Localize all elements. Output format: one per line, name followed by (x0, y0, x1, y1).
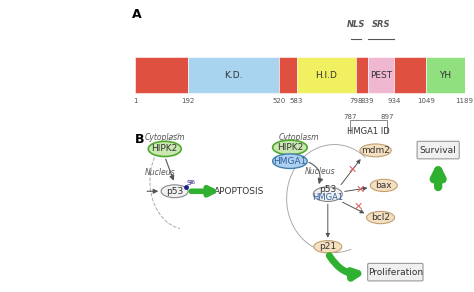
Text: HIPK2: HIPK2 (152, 145, 178, 153)
Text: ✕: ✕ (354, 201, 363, 211)
Ellipse shape (360, 144, 391, 157)
Bar (188, 57, 279, 93)
Ellipse shape (161, 185, 188, 198)
Ellipse shape (273, 140, 307, 155)
Text: HMGA1: HMGA1 (312, 194, 343, 202)
Text: Cytoplasm: Cytoplasm (278, 133, 319, 142)
Text: 583: 583 (290, 98, 303, 104)
Ellipse shape (370, 179, 397, 192)
Text: 1: 1 (133, 98, 137, 104)
Text: 839: 839 (361, 98, 374, 104)
Text: APOPTOSIS: APOPTOSIS (214, 187, 264, 196)
Text: ✕: ✕ (348, 164, 357, 174)
Bar (367, 57, 394, 93)
Text: S: S (186, 180, 191, 186)
Text: Nucleus: Nucleus (145, 168, 175, 177)
Bar (279, 57, 297, 93)
Text: 1049: 1049 (417, 98, 435, 104)
Text: bcl2: bcl2 (371, 213, 390, 222)
Text: 192: 192 (182, 98, 195, 104)
Text: PEST: PEST (370, 71, 392, 80)
Text: B: B (135, 133, 145, 146)
FancyBboxPatch shape (417, 141, 459, 159)
Text: NLS: NLS (347, 20, 365, 29)
Text: Survival: Survival (420, 146, 456, 154)
Bar (426, 57, 465, 93)
Ellipse shape (314, 241, 342, 253)
Text: A: A (132, 8, 141, 21)
Text: 897: 897 (380, 114, 394, 120)
Text: YH: YH (439, 71, 451, 80)
Text: ✕: ✕ (356, 185, 365, 195)
Text: p53: p53 (319, 185, 337, 194)
Text: H.I.D: H.I.D (316, 71, 337, 80)
Bar (350, 120, 387, 142)
Text: 1189: 1189 (456, 98, 474, 104)
Bar (394, 57, 426, 93)
Text: mdm2: mdm2 (361, 146, 390, 155)
Text: 520: 520 (273, 98, 286, 104)
Text: Nucleus: Nucleus (305, 167, 336, 176)
Text: 46: 46 (189, 180, 196, 185)
Text: bax: bax (375, 181, 392, 190)
Ellipse shape (366, 211, 394, 224)
Ellipse shape (148, 141, 181, 157)
Ellipse shape (313, 187, 342, 201)
Bar (136, 57, 188, 93)
Text: HMGA1 ID: HMGA1 ID (347, 127, 390, 135)
Ellipse shape (273, 154, 307, 168)
Text: p21: p21 (319, 242, 337, 251)
Text: 798: 798 (349, 98, 363, 104)
Text: 934: 934 (387, 98, 401, 104)
Text: Cytoplasm: Cytoplasm (145, 133, 185, 142)
Text: SRS: SRS (372, 20, 390, 29)
Bar (297, 57, 356, 93)
Text: Proliferation: Proliferation (368, 268, 423, 277)
Text: HMGA1: HMGA1 (273, 157, 307, 166)
Text: 787: 787 (343, 114, 356, 120)
Text: p53: p53 (166, 187, 183, 196)
Text: HIPK2: HIPK2 (277, 143, 303, 152)
FancyBboxPatch shape (368, 263, 423, 281)
Bar (356, 57, 367, 93)
Text: K.D.: K.D. (225, 71, 243, 80)
